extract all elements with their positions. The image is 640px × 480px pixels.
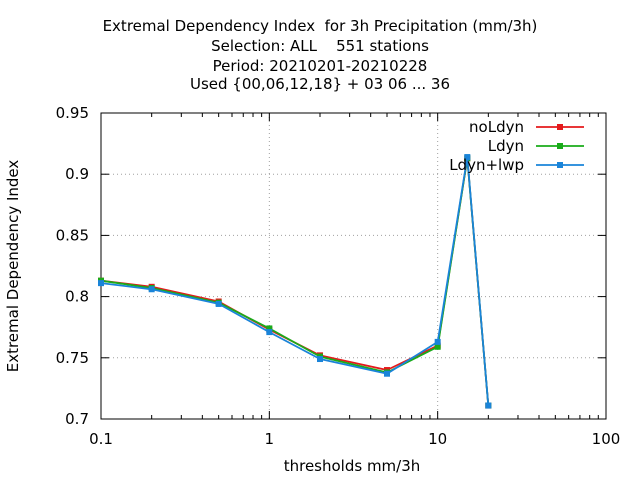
series-line: [100, 157, 490, 406]
y-tick-label: 0.85: [56, 226, 89, 244]
chart-title-line-2: Selection: ALL 551 stations: [211, 37, 429, 55]
data-point: [434, 338, 441, 345]
legend-label: Ldyn+lwp: [449, 156, 524, 174]
grid: [101, 113, 606, 419]
y-tick-label: 0.8: [65, 288, 89, 306]
axes: 0.1 1 10 100 0.7 0.75 0.8 0.85 0.9 0.95: [56, 104, 621, 448]
data-point: [434, 343, 441, 350]
data-point: [215, 300, 222, 307]
y-axis-label: Extremal Dependency Index: [4, 160, 22, 373]
series-line: [100, 156, 490, 406]
data-point: [98, 280, 104, 287]
chart-title-line-4: Used {00,06,12,18} + 03 06 ... 36: [189, 75, 451, 93]
legend-label: Ldyn: [488, 137, 524, 155]
x-tick-label: 10: [428, 430, 447, 448]
x-axis-label: thresholds mm/3h: [284, 457, 421, 475]
series-line: [100, 157, 490, 406]
series-ldyn-lwp: [98, 154, 492, 409]
x-tick-label: 100: [592, 430, 621, 448]
data-point: [464, 154, 471, 161]
series-ldyn: [98, 155, 492, 409]
data-point: [266, 325, 273, 332]
x-tick-label: 0.1: [89, 430, 113, 448]
x-tick-label: 1: [265, 430, 275, 448]
y-tick-label: 0.7: [65, 410, 89, 428]
legend-marker: [557, 143, 563, 149]
chart-title-line-1: Extremal Dependency Index for 3h Precipi…: [102, 17, 538, 35]
data-point: [266, 329, 273, 336]
data-point: [148, 286, 155, 293]
legend-label: noLdyn: [469, 118, 524, 136]
data-point: [485, 402, 492, 409]
plot-frame: [100, 112, 607, 420]
y-tick-label: 0.95: [56, 104, 89, 122]
legend-marker: [557, 124, 563, 130]
data-point: [383, 370, 390, 377]
series-noldyn: [98, 155, 492, 409]
data-point: [317, 356, 324, 363]
legend-marker: [557, 162, 563, 168]
y-tick-label: 0.75: [56, 349, 89, 367]
series-layer: [98, 154, 492, 409]
chart-title-line-3: Period: 20210201-20210228: [212, 57, 428, 75]
y-tick-label: 0.9: [65, 165, 89, 183]
